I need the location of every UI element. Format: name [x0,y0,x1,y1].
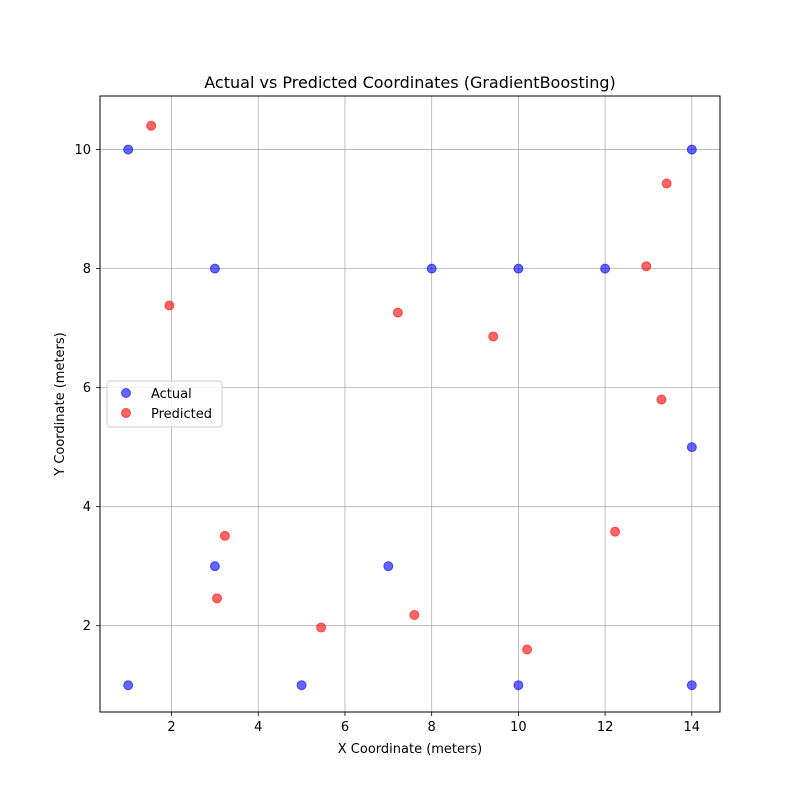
predicted-point [641,261,652,272]
legend-label-actual: Actual [151,387,192,402]
predicted-point [409,609,420,620]
x-tick-label: 10 [510,720,527,735]
data-points [123,120,697,691]
actual-point [123,144,134,155]
x-axis-label: X Coordinate (meters) [338,742,482,757]
chart-title: Actual vs Predicted Coordinates (Gradien… [204,73,615,92]
predicted-point [212,593,223,604]
x-tick-label: 6 [341,720,349,735]
y-tick-label: 2 [83,619,91,634]
actual-point [686,680,697,691]
legend-marker-actual [121,388,131,398]
actual-point [686,442,697,453]
actual-point [600,263,611,274]
y-tick-label: 4 [83,500,91,515]
predicted-point [656,394,667,405]
predicted-point [219,530,230,541]
x-tick-label: 2 [167,720,175,735]
actual-point [209,263,220,274]
plot-area-frame [99,95,721,713]
legend-frame [106,380,223,428]
y-axis-label: Y Coordinate (meters) [53,332,68,477]
predicted-point [146,120,157,131]
actual-point [513,680,524,691]
predicted-point [164,300,175,311]
actual-point [513,263,524,274]
actual-point [209,561,220,572]
x-tick-label: 12 [597,720,614,735]
actual-point [296,680,307,691]
actual-point [383,561,394,572]
legend-marker-predicted [121,408,131,418]
predicted-point [316,622,327,633]
actual-point [426,263,437,274]
x-tick-label: 14 [684,720,701,735]
legend-label-predicted: Predicted [151,407,212,422]
grid [100,96,720,712]
actual-point [686,144,697,155]
predicted-point [392,307,403,318]
legend: Actual Predicted [106,380,223,428]
y-tick-label: 6 [83,381,91,396]
actual-point [123,680,134,691]
x-tick-label: 8 [428,720,436,735]
predicted-point [522,644,533,655]
predicted-point [661,178,672,189]
y-tick-label: 10 [74,143,91,158]
x-tick-label: 4 [254,720,262,735]
axis-ticks: 2 4 6 8 10 12 14 2 4 6 8 10 [74,143,700,735]
predicted-point [488,331,499,342]
predicted-point [610,526,621,537]
y-tick-label: 8 [83,262,91,277]
